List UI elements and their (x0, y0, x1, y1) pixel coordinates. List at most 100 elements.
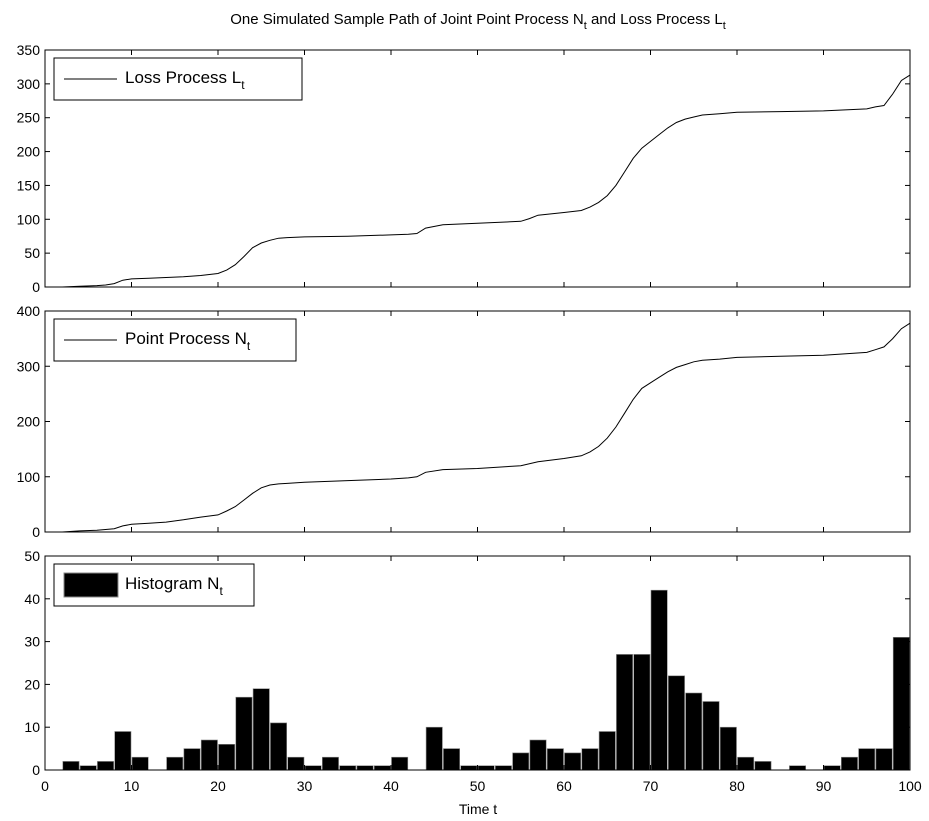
histogram-bar (97, 761, 115, 771)
histogram-bar (235, 696, 253, 771)
histogram-bar (321, 756, 339, 771)
y-tick-label: 20 (24, 676, 40, 692)
histogram-bar (702, 701, 720, 771)
histogram-bar (79, 765, 97, 771)
y-tick-label: 200 (17, 414, 41, 430)
y-tick-label: 50 (24, 548, 40, 564)
histogram-bar (737, 756, 755, 771)
legend-label-sub: t (247, 339, 251, 353)
x-tick-label: 70 (643, 778, 659, 794)
histogram-bar (443, 748, 460, 771)
y-tick-label: 200 (17, 144, 41, 160)
histogram-bar (200, 739, 218, 771)
legend-label-main: Point Process N (125, 329, 247, 348)
y-tick-label: 350 (17, 42, 41, 58)
histogram-bar (564, 752, 582, 771)
y-tick-label: 0 (32, 279, 40, 295)
legend-label: Loss Process Lt (125, 68, 245, 92)
series-line (62, 74, 911, 288)
y-tick-label: 250 (17, 110, 41, 126)
histogram-bar (789, 765, 807, 771)
histogram-bar (685, 692, 703, 771)
histogram-bar (875, 748, 893, 771)
histogram-bar (581, 748, 599, 771)
histogram-bar (131, 756, 149, 771)
legend: Histogram Nt (53, 563, 255, 607)
y-tick-label: 400 (17, 303, 41, 319)
legend-label-main: Loss Process L (125, 68, 241, 87)
histogram-panel: 0 10 20 30 40 50 0 10 20 30 40 50 60 70 80 90 100 Histogr… (24, 548, 921, 794)
histogram-bar (166, 756, 184, 771)
chart-title: One Simulated Sample Path of Joint Point… (230, 11, 726, 32)
x-tick-label: 20 (210, 778, 226, 794)
y-tick-label: 300 (17, 358, 41, 374)
y-tick-label: 10 (24, 719, 40, 735)
legend-label-sub: t (241, 78, 245, 92)
histogram-bar (114, 731, 132, 771)
histogram-bar (754, 761, 772, 771)
x-tick-label: 10 (124, 778, 140, 794)
histogram-bar (218, 743, 236, 771)
histogram-bar (356, 765, 374, 771)
histogram-bar (512, 752, 530, 771)
histogram-bar (270, 722, 287, 771)
histogram-bar (494, 765, 512, 771)
histogram-bar (616, 654, 634, 771)
legend-label: Point Process Nt (125, 329, 251, 353)
histogram-bar (598, 731, 616, 771)
legend-bar-swatch (63, 572, 119, 598)
chart-title-part-2: and Loss Process L (587, 11, 723, 28)
histogram-bar (529, 739, 547, 771)
x-tick-label: 80 (729, 778, 745, 794)
histogram-bar (373, 765, 391, 771)
series-line (62, 322, 911, 533)
histogram-bar (287, 756, 305, 771)
x-tick-label: 100 (898, 778, 922, 794)
x-tick-label: 0 (41, 778, 49, 794)
x-tick-label: 60 (556, 778, 572, 794)
histogram-bar (477, 765, 495, 771)
histogram-bar (62, 761, 80, 771)
x-tick-label: 90 (816, 778, 832, 794)
chart-title-sub-2: t (723, 20, 726, 32)
y-tick-label: 100 (17, 211, 41, 227)
legend-label-sub: t (219, 584, 223, 598)
histogram-bar (633, 654, 651, 771)
y-tick-label: 150 (17, 177, 41, 193)
histogram-bar (823, 765, 841, 771)
x-tick-label: 40 (383, 778, 399, 794)
legend: Point Process Nt (53, 318, 297, 362)
histogram-bar (719, 726, 737, 771)
histogram-bar (304, 765, 322, 771)
y-tick-label: 0 (32, 524, 40, 540)
y-tick-label: 0 (32, 762, 40, 778)
legend: Loss Process Lt (53, 57, 303, 101)
x-tick-label: 30 (297, 778, 313, 794)
y-tick-label: 300 (17, 76, 41, 92)
histogram-bar (252, 688, 270, 771)
histogram-bar (339, 765, 357, 771)
y-tick-label: 100 (17, 469, 41, 485)
histogram-bar (858, 748, 876, 771)
histogram-bar (546, 748, 564, 771)
histogram-bar (667, 675, 685, 771)
histogram-bar (892, 636, 910, 771)
histogram-bar (425, 726, 443, 771)
x-tick-label: 50 (470, 778, 486, 794)
chart-title-part-1: One Simulated Sample Path of Joint Point… (230, 11, 584, 28)
loss-process-panel: 0 50 100 150 200 250 300 350 Loss Process Lt (17, 42, 911, 295)
legend-label: Histogram Nt (125, 574, 223, 598)
histogram-bar (840, 756, 858, 771)
x-axis-label: Time t (459, 801, 497, 817)
y-tick-label: 30 (24, 634, 40, 650)
histogram-bar (650, 589, 668, 771)
chart-title-sub-1: t (584, 20, 587, 32)
y-tick-label: 50 (24, 245, 40, 261)
histogram-bar (183, 748, 201, 771)
y-tick-label: 40 (24, 591, 40, 607)
histogram-bar (391, 756, 409, 771)
histogram-bar (460, 765, 478, 771)
point-process-panel: 0 100 200 300 400 Point Process Nt (17, 303, 911, 540)
legend-label-main: Histogram N (125, 574, 219, 593)
